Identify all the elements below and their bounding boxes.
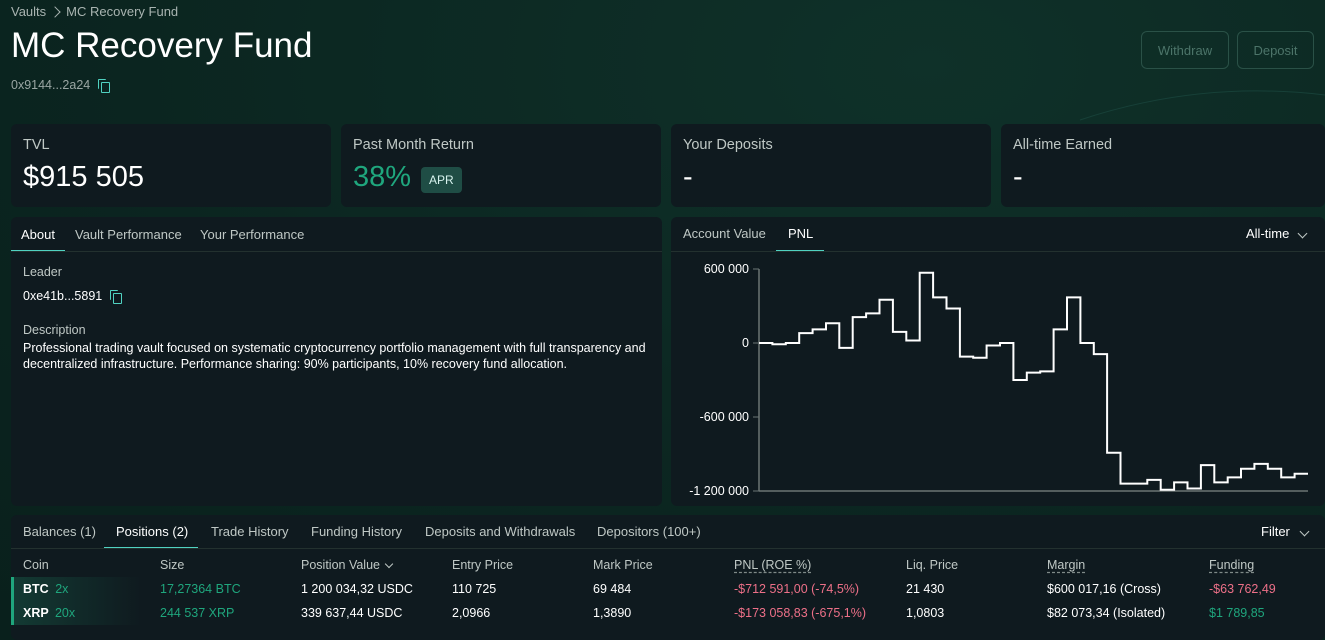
filter-dropdown[interactable]: Filter (1261, 524, 1310, 539)
your-deposits-card: Your Deposits - (671, 124, 991, 207)
row-entry-price: 2,0966 (452, 606, 491, 620)
your-deposits-value: - (683, 161, 693, 193)
col-coin: Coin (23, 558, 49, 572)
tab-balances[interactable]: Balances (1) (23, 524, 96, 539)
all-time-earned-card: All-time Earned - (1001, 124, 1325, 207)
withdraw-button[interactable]: Withdraw (1141, 31, 1229, 69)
copy-icon[interactable] (98, 78, 111, 93)
breadcrumb-current: MC Recovery Fund (66, 4, 179, 19)
coin-cell-bg (11, 577, 141, 601)
col-funding: Funding (1209, 558, 1255, 572)
copy-icon[interactable] (110, 289, 123, 304)
all-time-earned-value: - (1013, 161, 1023, 193)
tab-depositors[interactable]: Depositors (100+) (597, 524, 701, 539)
row-size: 17,27364 BTC (160, 582, 241, 596)
row-position-value: 1 200 034,32 USDC (301, 582, 413, 596)
positions-panel: Filter (11, 515, 1325, 640)
table-row[interactable]: BTC 2x (23, 582, 68, 596)
chevron-down-icon (1299, 526, 1310, 537)
description-label: Description (23, 323, 86, 337)
tab-your-performance[interactable]: Your Performance (200, 227, 305, 242)
row-size: 244 537 XRP (160, 606, 235, 620)
leader-address[interactable]: 0xe41b...5891 (23, 289, 103, 303)
tab-pnl[interactable]: PNL (788, 226, 814, 241)
range-select[interactable]: All-time (1246, 226, 1308, 241)
leader-label: Leader (23, 265, 62, 279)
col-margin: Margin (1047, 558, 1086, 572)
row-coin[interactable]: BTC (23, 582, 49, 596)
row-leverage: 2x (55, 582, 69, 596)
filter-label: Filter (1261, 524, 1290, 539)
row-funding: -$63 762,49 (1209, 582, 1276, 596)
row-entry-price: 110 725 (452, 582, 497, 596)
deposit-button[interactable]: Deposit (1237, 31, 1314, 69)
leader-row: 0xe41b...5891 (23, 289, 123, 304)
tab-about-underline (11, 250, 65, 251)
pnl-series-line (759, 271, 1308, 491)
sort-desc-icon (384, 559, 394, 568)
col-mark-price: Mark Price (593, 558, 653, 572)
chevron-right-icon (49, 5, 61, 18)
all-time-earned-label: All-time Earned (1013, 137, 1113, 153)
tab-vault-performance[interactable]: Vault Performance (75, 227, 182, 242)
row-mark-price: 1,3890 (593, 606, 632, 620)
tab-account-value[interactable]: Account Value (683, 226, 766, 241)
chart-tabs-divider (671, 251, 1325, 252)
pnl-chart: 600 000 0 -600 000 -1 200 000 (689, 262, 1308, 498)
col-position-value[interactable]: Position Value (301, 558, 394, 572)
tab-about[interactable]: About (21, 227, 55, 242)
row-liq-price: 21 430 (906, 582, 945, 596)
page-title: MC Recovery Fund (11, 26, 313, 65)
row-funding: $1 789,85 (1209, 606, 1265, 620)
col-size: Size (160, 558, 185, 572)
chevron-down-icon (1297, 228, 1308, 239)
tvl-label: TVL (23, 137, 50, 153)
row-margin: $600 017,16 (Cross) (1047, 582, 1161, 596)
range-select-value: All-time (1246, 226, 1290, 241)
tab-funding-history[interactable]: Funding History (311, 524, 403, 539)
breadcrumb-vaults-link[interactable]: Vaults (11, 4, 47, 19)
row-pnl: -$173 058,83 (-675,1%) (734, 606, 867, 620)
row-margin: $82 073,34 (Isolated) (1047, 606, 1166, 620)
tab-positions-underline (104, 547, 198, 548)
tabs-divider (11, 251, 662, 252)
row-mark-price: 69 484 (593, 582, 632, 596)
tab-positions[interactable]: Positions (2) (116, 524, 189, 539)
bottom-tabs-divider (11, 548, 1325, 549)
col-pnl: PNL (ROE %) (734, 558, 812, 572)
your-deposits-label: Your Deposits (683, 137, 773, 153)
chart-panel: Account Value PNL All-time (671, 217, 1325, 506)
coin-cell-bg (11, 601, 141, 625)
past-month-return-value: 38% (353, 161, 412, 193)
tvl-value: $915 505 (23, 161, 144, 193)
table-row[interactable]: XRP 20x (23, 606, 75, 620)
y-tick-label: -1 200 000 (689, 484, 749, 498)
vault-address-row: 0x9144...2a24 (11, 78, 111, 93)
tvl-card: TVL $915 505 (11, 124, 331, 207)
tab-deposits-withdrawals[interactable]: Deposits and Withdrawals (425, 524, 576, 539)
row-leverage: 20x (54, 606, 76, 620)
description-text: Professional trading vault focused on sy… (23, 341, 646, 371)
col-position-value-label: Position Value (301, 558, 380, 572)
tab-trade-history[interactable]: Trade History (211, 524, 289, 539)
tab-pnl-underline (776, 250, 824, 251)
row-pnl: -$712 591,00 (-74,5%) (734, 582, 860, 596)
row-liq-price: 1,0803 (906, 606, 945, 620)
apr-badge: APR (421, 167, 462, 193)
y-tick-label: 600 000 (704, 262, 749, 276)
y-tick-label: -600 000 (700, 410, 749, 424)
row-coin[interactable]: XRP (23, 606, 49, 620)
col-liq-price: Liq. Price (906, 558, 959, 572)
col-entry-price: Entry Price (452, 558, 514, 572)
breadcrumb: Vaults MC Recovery Fund (11, 4, 178, 19)
vault-address: 0x9144...2a24 (11, 78, 91, 92)
past-month-return-card: Past Month Return 38% APR (341, 124, 661, 207)
y-tick-label: 0 (742, 336, 749, 350)
past-month-return-label: Past Month Return (353, 137, 474, 153)
about-panel: About Vault Performance Your Performance… (11, 217, 662, 506)
row-position-value: 339 637,44 USDC (301, 606, 403, 620)
